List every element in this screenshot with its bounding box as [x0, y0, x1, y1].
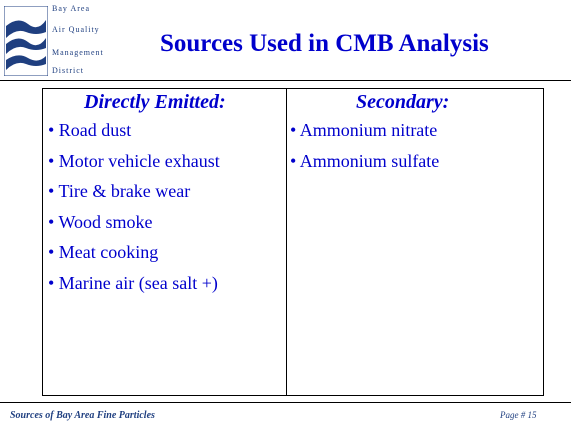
list-item: • Ammonium sulfate — [290, 150, 440, 171]
title: Sources Used in CMB Analysis — [160, 30, 489, 57]
logo-icon — [4, 6, 48, 76]
list-item: • Meat cooking — [48, 242, 159, 262]
column-heading: Secondary: — [356, 91, 450, 113]
rule — [0, 402, 571, 403]
list-item: • Wood smoke — [48, 211, 153, 232]
logo-text: Air Quality — [52, 25, 100, 34]
logo-text: Management — [52, 48, 104, 57]
footer-left: Sources of Bay Area Fine Particles — [10, 410, 155, 421]
column-divider — [286, 88, 287, 396]
logo-text: Bay Area — [52, 4, 90, 13]
footer-right: Page # 15 — [500, 410, 537, 420]
rule — [0, 80, 571, 81]
logo-text: District — [52, 66, 84, 75]
list-item: • Motor vehicle exhaust — [48, 150, 220, 171]
list-item: • Tire & brake wear — [48, 181, 191, 201]
table-box — [42, 88, 544, 396]
list-item: • Ammonium nitrate — [290, 120, 438, 140]
column-heading: Directly Emitted: — [84, 91, 226, 113]
list-item: • Marine air (sea salt +) — [48, 272, 218, 293]
list-item: • Road dust — [48, 120, 132, 140]
